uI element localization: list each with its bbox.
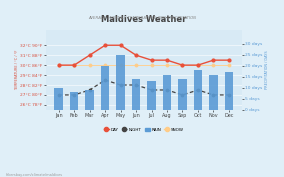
Bar	[194, 70, 202, 110]
NIGHT	[119, 84, 122, 86]
NIGHT	[165, 89, 169, 91]
DAY	[196, 64, 200, 66]
NIGHT	[181, 94, 184, 96]
NIGHT	[57, 94, 60, 96]
SNOW	[212, 64, 215, 66]
Text: AVERAGE MONTHLY TEMPERATURE AND PRECIPITATION: AVERAGE MONTHLY TEMPERATURE AND PRECIPIT…	[88, 16, 196, 20]
NIGHT	[103, 79, 107, 81]
Line: SNOW: SNOW	[57, 64, 230, 66]
SNOW	[227, 64, 231, 66]
NIGHT	[150, 89, 153, 91]
NIGHT	[88, 89, 91, 91]
DAY	[212, 59, 215, 61]
Bar	[163, 75, 171, 110]
DAY	[103, 44, 107, 46]
Bar	[55, 88, 63, 110]
Y-axis label: PRECIPITATION / DAYS: PRECIPITATION / DAYS	[265, 51, 269, 89]
Y-axis label: TEMPERATURE / °C / °F: TEMPERATURE / °C / °F	[15, 50, 19, 90]
Title: Maldives Weather: Maldives Weather	[101, 15, 187, 24]
DAY	[181, 64, 184, 66]
Bar	[147, 81, 156, 110]
NIGHT	[134, 84, 138, 86]
Text: hikersbay.com/climate/maldives: hikersbay.com/climate/maldives	[6, 173, 63, 177]
Bar	[225, 72, 233, 110]
SNOW	[181, 64, 184, 66]
DAY	[88, 54, 91, 56]
Bar	[70, 92, 78, 110]
SNOW	[165, 64, 169, 66]
SNOW	[57, 64, 60, 66]
DAY	[227, 59, 231, 61]
SNOW	[72, 64, 76, 66]
Bar	[132, 79, 140, 110]
Legend: DAY, NIGHT, RAIN, SNOW: DAY, NIGHT, RAIN, SNOW	[102, 126, 186, 133]
NIGHT	[72, 94, 76, 96]
Bar	[178, 79, 187, 110]
DAY	[72, 64, 76, 66]
NIGHT	[212, 94, 215, 96]
Bar	[85, 90, 94, 110]
DAY	[150, 59, 153, 61]
DAY	[57, 64, 60, 66]
Bar	[209, 75, 218, 110]
SNOW	[134, 64, 138, 66]
SNOW	[103, 64, 107, 66]
DAY	[165, 59, 169, 61]
DAY	[119, 44, 122, 46]
SNOW	[119, 64, 122, 66]
SNOW	[196, 64, 200, 66]
Line: DAY: DAY	[57, 44, 230, 67]
NIGHT	[227, 94, 231, 96]
Line: NIGHT: NIGHT	[57, 79, 230, 96]
Bar	[116, 55, 125, 110]
NIGHT	[196, 89, 200, 91]
SNOW	[88, 64, 91, 66]
SNOW	[150, 64, 153, 66]
DAY	[134, 54, 138, 56]
Bar	[101, 66, 109, 110]
